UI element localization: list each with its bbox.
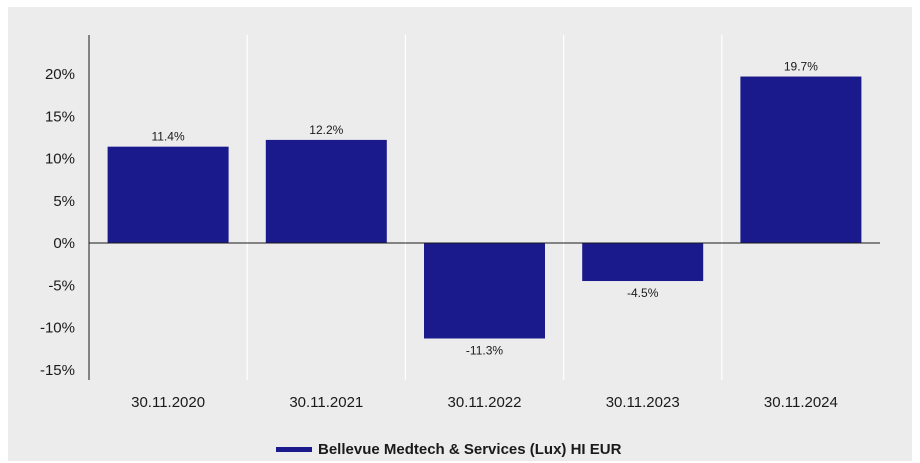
bars-layer xyxy=(107,76,862,339)
x-tick-label: 30.11.2024 xyxy=(764,394,838,411)
y-tick-label: 10% xyxy=(45,151,75,168)
labels-layer: 11.4% 30.11.2020 12.2% 30.11.2021 -11.3% 30.1… xyxy=(131,60,838,411)
y-tick-label: -15% xyxy=(40,362,75,379)
x-tick-label: 30.11.2022 xyxy=(448,394,522,411)
data-label: 19.7% xyxy=(784,60,818,74)
data-label: 11.4% xyxy=(152,130,185,144)
data-label: 12.2% xyxy=(309,123,343,137)
bar xyxy=(740,76,862,243)
axis-layer: 20% 15% 10% 5% 0% -5% -10% -15% xyxy=(40,35,880,380)
bar xyxy=(107,146,229,243)
bar xyxy=(265,139,387,243)
y-tick-label: -5% xyxy=(48,277,75,294)
bar xyxy=(582,243,704,282)
data-label: -4.5% xyxy=(627,286,659,300)
x-tick-label: 30.11.2020 xyxy=(131,394,205,411)
y-tick-label: 0% xyxy=(53,235,75,252)
data-label: -11.3% xyxy=(466,343,503,357)
y-tick-label: -10% xyxy=(40,320,75,337)
y-tick-label: 15% xyxy=(45,108,75,125)
x-tick-label: 30.11.2023 xyxy=(606,394,680,411)
legend: Bellevue Medtech & Services (Lux) HI EUR xyxy=(276,439,621,459)
legend-swatch xyxy=(276,446,312,452)
legend-label: Bellevue Medtech & Services (Lux) HI EUR xyxy=(318,440,622,458)
x-tick-label: 30.11.2021 xyxy=(289,394,363,411)
grid-layer xyxy=(246,35,723,380)
y-tick-label: 5% xyxy=(53,193,75,210)
bar xyxy=(424,243,545,339)
y-tick-label: 20% xyxy=(45,66,75,83)
